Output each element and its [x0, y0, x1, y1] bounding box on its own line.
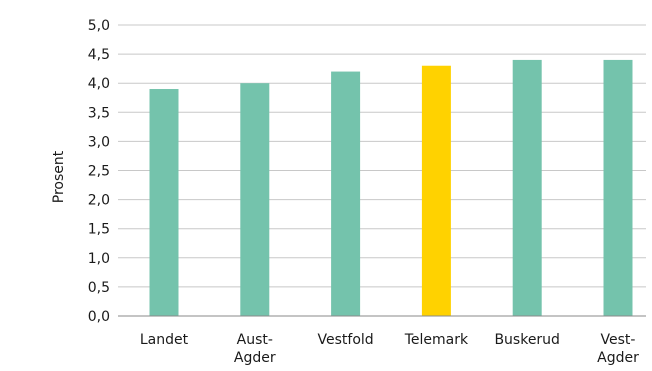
y-tick-label: 1,0: [88, 251, 110, 267]
x-tick-label: Aust-Agder: [234, 332, 276, 366]
x-tick-label: Landet: [140, 332, 189, 348]
gridlines: [118, 24, 646, 288]
y-tick-label: 3,5: [88, 105, 110, 121]
y-tick-label: 0,0: [88, 309, 110, 325]
bar: [149, 89, 179, 317]
y-tick-label: 2,5: [88, 164, 110, 180]
y-axis-ticks: 0,0 0,5 1,0 1,5 2,0 2,5 3,0 3,5 4,0 4,5 5,0: [88, 18, 110, 325]
y-tick-label: 4,0: [88, 76, 110, 92]
x-axis-ticks: Landet Aust-Agder Vestfold Telemark Buskerud…: [140, 332, 639, 366]
y-tick-label: 2,0: [88, 193, 110, 209]
bars: [149, 59, 633, 317]
y-tick-label: 5,0: [88, 18, 110, 34]
bar: [240, 83, 270, 316]
x-tick-label: Vestfold: [318, 332, 374, 348]
bar: [512, 59, 542, 317]
y-tick-label: 3,0: [88, 134, 110, 150]
x-tick-label: Buskerud: [494, 332, 560, 348]
y-tick-label: 0,5: [88, 280, 110, 296]
bar: [421, 65, 451, 317]
x-tick-label: Vest-Agder: [597, 332, 639, 366]
bar: [331, 71, 361, 316]
x-tick-label: Telemark: [404, 332, 469, 348]
bar: [603, 59, 633, 317]
y-tick-label: 4,5: [88, 47, 110, 63]
y-axis-title: Prosent: [51, 150, 67, 203]
y-tick-label: 1,5: [88, 222, 110, 238]
